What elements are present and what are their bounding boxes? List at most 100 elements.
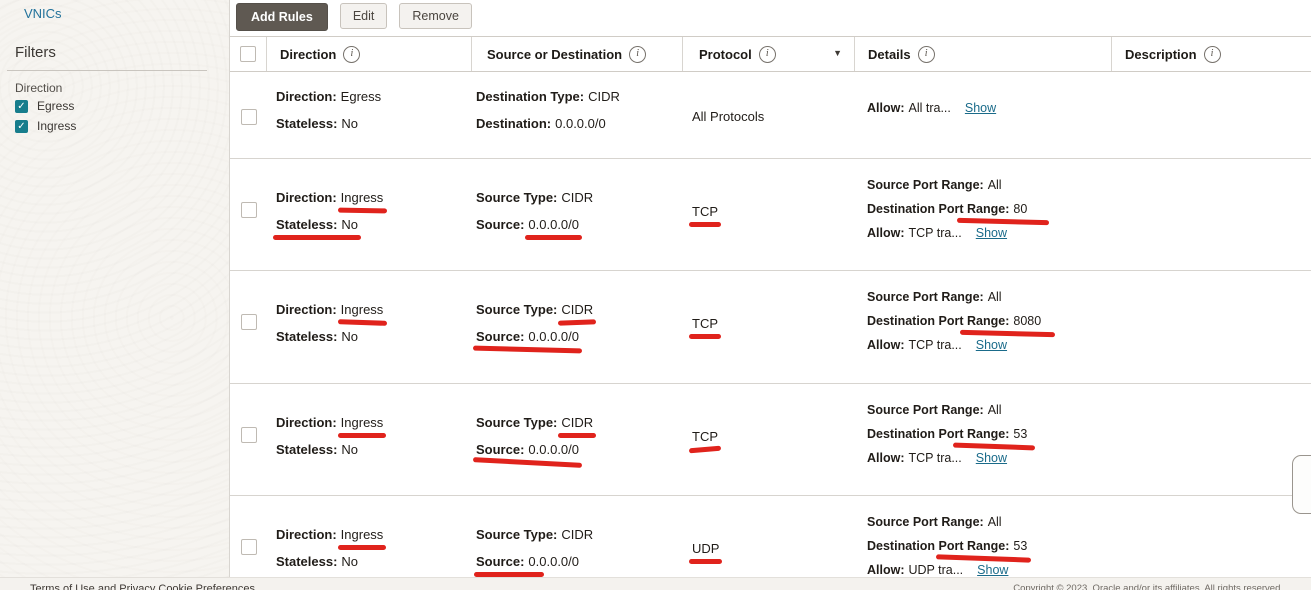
direction-label: Direction: <box>276 302 337 317</box>
direction-label: Direction: <box>276 190 337 205</box>
remove-button[interactable]: Remove <box>399 3 472 29</box>
show-link[interactable]: Show <box>975 451 1008 465</box>
ingress-filter: ✓ Ingress <box>15 119 76 133</box>
source-type-label: Source Type: <box>476 302 558 317</box>
info-icon[interactable]: i <box>758 45 776 63</box>
destination-port-range-label: Destination Port Range: <box>867 427 1010 441</box>
protocol-column-header: Protocol <box>699 46 752 62</box>
table-row: Direction: Ingress Stateless: No Source Ty… <box>230 496 1311 590</box>
divider <box>7 70 207 71</box>
stateless-value: No <box>341 217 359 232</box>
select-all-checkbox[interactable] <box>240 46 256 62</box>
source-value: 0.0.0.0/0 <box>528 442 580 457</box>
source-port-range-value: All <box>987 515 1002 529</box>
chevron-down-icon[interactable]: ▼ <box>833 48 842 58</box>
source-type-label: Source Type: <box>476 415 558 430</box>
description-cell <box>1112 384 1311 495</box>
details-column-header: Details <box>868 46 911 62</box>
source-port-range-value: All <box>987 178 1002 192</box>
destination-port-range-label: Destination Port Range: <box>867 314 1010 328</box>
source-label: Source: <box>476 554 525 569</box>
page-footer: Terms of Use and Privacy Cookie Preferen… <box>0 577 1311 590</box>
info-icon[interactable]: i <box>1203 45 1221 63</box>
filters-title: Filters <box>15 44 56 61</box>
direction-label: Direction: <box>276 527 337 542</box>
check-icon: ✓ <box>17 100 26 112</box>
add-rules-button[interactable]: Add Rules <box>236 3 328 31</box>
table-row: Direction: Egress Stateless: No Destinatio… <box>230 72 1311 159</box>
show-link[interactable]: Show <box>977 563 1009 577</box>
destination-port-range-value: 8080 <box>1013 314 1042 328</box>
protocol-value: All Protocols <box>692 109 765 124</box>
direction-value: Ingress <box>340 415 384 430</box>
table-row: Direction: Ingress Stateless: No Source Ty… <box>230 384 1311 496</box>
source-type-value: CIDR <box>561 190 594 205</box>
source-label: Source: <box>476 217 525 232</box>
allow-label: Allow: <box>867 101 905 115</box>
source-type-value: CIDR <box>561 415 594 430</box>
allow-value: TCP tra... <box>908 451 962 465</box>
info-icon[interactable]: i <box>917 45 935 63</box>
stateless-label: Stateless: <box>276 217 338 232</box>
source-port-range-label: Source Port Range: <box>867 178 984 192</box>
destination-value: 0.0.0.0/0 <box>555 116 606 131</box>
direction-filter-label: Direction <box>15 81 63 95</box>
description-column-header: Description <box>1125 46 1197 62</box>
row-checkbox[interactable] <box>241 202 257 218</box>
source-type-value: CIDR <box>561 527 594 542</box>
row-checkbox[interactable] <box>241 427 257 443</box>
source-value: 0.0.0.0/0 <box>528 217 580 232</box>
stateless-label: Stateless: <box>276 116 338 131</box>
allow-label: Allow: <box>867 563 905 577</box>
filters-sidebar: VNICs Filters Direction ✓ Egress ✓ Ingre… <box>0 0 230 578</box>
footer-links[interactable]: Terms of Use and Privacy Cookie Preferen… <box>30 583 255 590</box>
copyright-text: Copyright © 2023, Oracle and/or its affi… <box>1013 583 1283 590</box>
show-link[interactable]: Show <box>975 338 1008 352</box>
direction-value: Egress <box>340 89 382 104</box>
source-type-value: CIDR <box>561 302 594 317</box>
direction-label: Direction: <box>276 89 337 104</box>
edit-button[interactable]: Edit <box>339 3 388 29</box>
allow-label: Allow: <box>867 338 905 352</box>
stateless-label: Stateless: <box>276 554 338 569</box>
description-cell <box>1112 271 1311 383</box>
info-icon[interactable]: i <box>343 45 361 63</box>
side-tab[interactable] <box>1292 455 1311 514</box>
direction-value: Ingress <box>340 302 384 317</box>
allow-label: Allow: <box>867 451 905 465</box>
allow-value: UDP tra... <box>908 563 964 577</box>
protocol-value: TCP <box>692 204 718 219</box>
show-link[interactable]: Show <box>964 101 997 115</box>
description-cell <box>1112 159 1311 270</box>
destination-port-range-value: 53 <box>1013 539 1028 553</box>
rules-toolbar: Add Rules Edit Remove <box>236 3 472 31</box>
stateless-label: Stateless: <box>276 442 338 457</box>
protocol-value: UDP <box>692 541 720 556</box>
source-type-label: Source Type: <box>476 527 558 542</box>
direction-value: Ingress <box>340 527 384 542</box>
egress-checkbox[interactable]: ✓ <box>15 99 28 113</box>
protocol-value: TCP <box>692 316 718 331</box>
source-value: 0.0.0.0/0 <box>528 554 580 569</box>
row-checkbox[interactable] <box>241 109 257 125</box>
allow-value: TCP tra... <box>908 338 962 352</box>
source-label: Source: <box>476 329 525 344</box>
row-checkbox[interactable] <box>241 539 257 555</box>
destination-port-range-value: 53 <box>1013 427 1028 441</box>
destination-port-range-value: 80 <box>1013 202 1028 216</box>
source-label: Source: <box>476 442 525 457</box>
show-link[interactable]: Show <box>975 226 1008 240</box>
info-icon[interactable]: i <box>629 45 647 63</box>
stateless-value: No <box>341 442 359 457</box>
protocol-value: TCP <box>692 429 718 444</box>
destination-type-value: CIDR <box>588 89 620 104</box>
allow-value: All tra... <box>908 101 951 115</box>
check-icon: ✓ <box>17 120 26 132</box>
sidebar-item-vnics[interactable]: VNICs <box>24 6 62 21</box>
table-row: Direction: Ingress Stateless: No Source Ty… <box>230 271 1311 384</box>
destination-port-range-label: Destination Port Range: <box>867 202 1010 216</box>
ingress-checkbox[interactable]: ✓ <box>15 119 28 133</box>
row-checkbox[interactable] <box>241 314 257 330</box>
egress-filter: ✓ Egress <box>15 99 74 113</box>
source-type-label: Source Type: <box>476 190 558 205</box>
